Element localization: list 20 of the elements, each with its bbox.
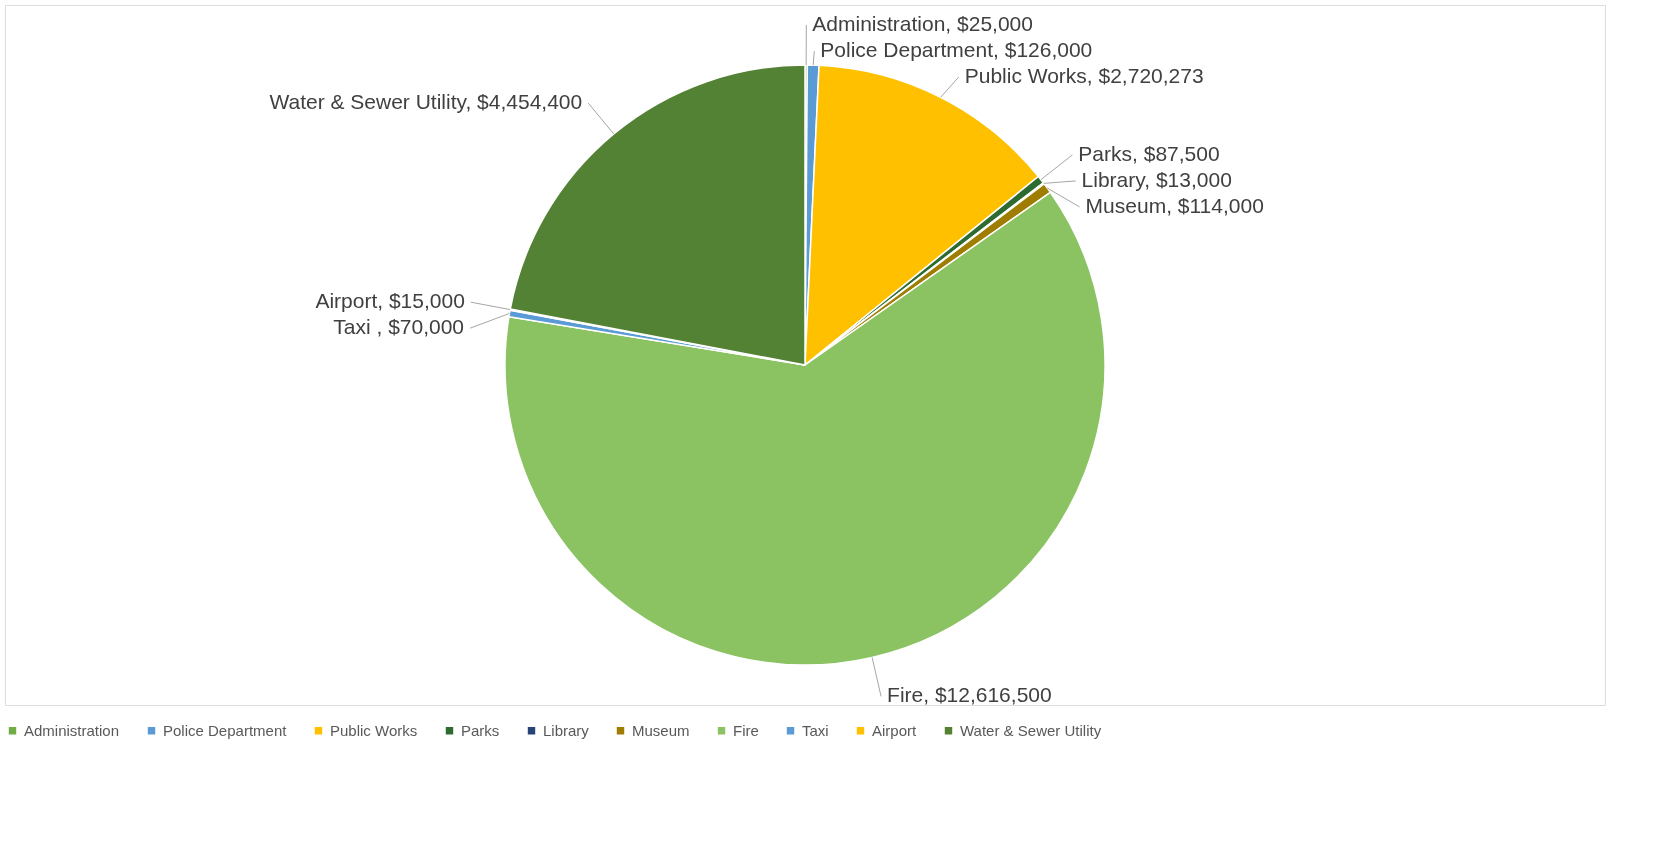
legend-label: Parks [461, 721, 500, 739]
data-label: Fire, $12,616,500 [887, 683, 1052, 707]
data-label: Airport, $15,000 [315, 289, 465, 313]
legend-label: Fire [733, 721, 759, 739]
legend-label: Museum [632, 721, 690, 739]
data-label: Museum, $114,000 [1085, 193, 1264, 217]
legend-label: Airport [872, 721, 918, 739]
legend-label: Police Department [163, 721, 288, 739]
data-label: Library, $13,000 [1081, 167, 1232, 191]
data-label: Taxi , $70,000 [333, 315, 465, 339]
legend-label: Public Works [330, 721, 418, 739]
legend-label: Taxi [802, 721, 829, 739]
legend-label: Library [543, 721, 590, 739]
legend-label: Water & Sewer Utility [960, 721, 1102, 739]
data-label: Police Department, $126,000 [820, 38, 1093, 61]
data-label: Parks, $87,500 [1078, 141, 1220, 165]
data-label: Public Works, $2,720,273 [964, 64, 1204, 87]
data-label: Administration, $25,000 [812, 12, 1033, 35]
data-label: Water & Sewer Utility, $4,454,400 [269, 90, 583, 114]
legend-label: Administration [24, 721, 120, 739]
